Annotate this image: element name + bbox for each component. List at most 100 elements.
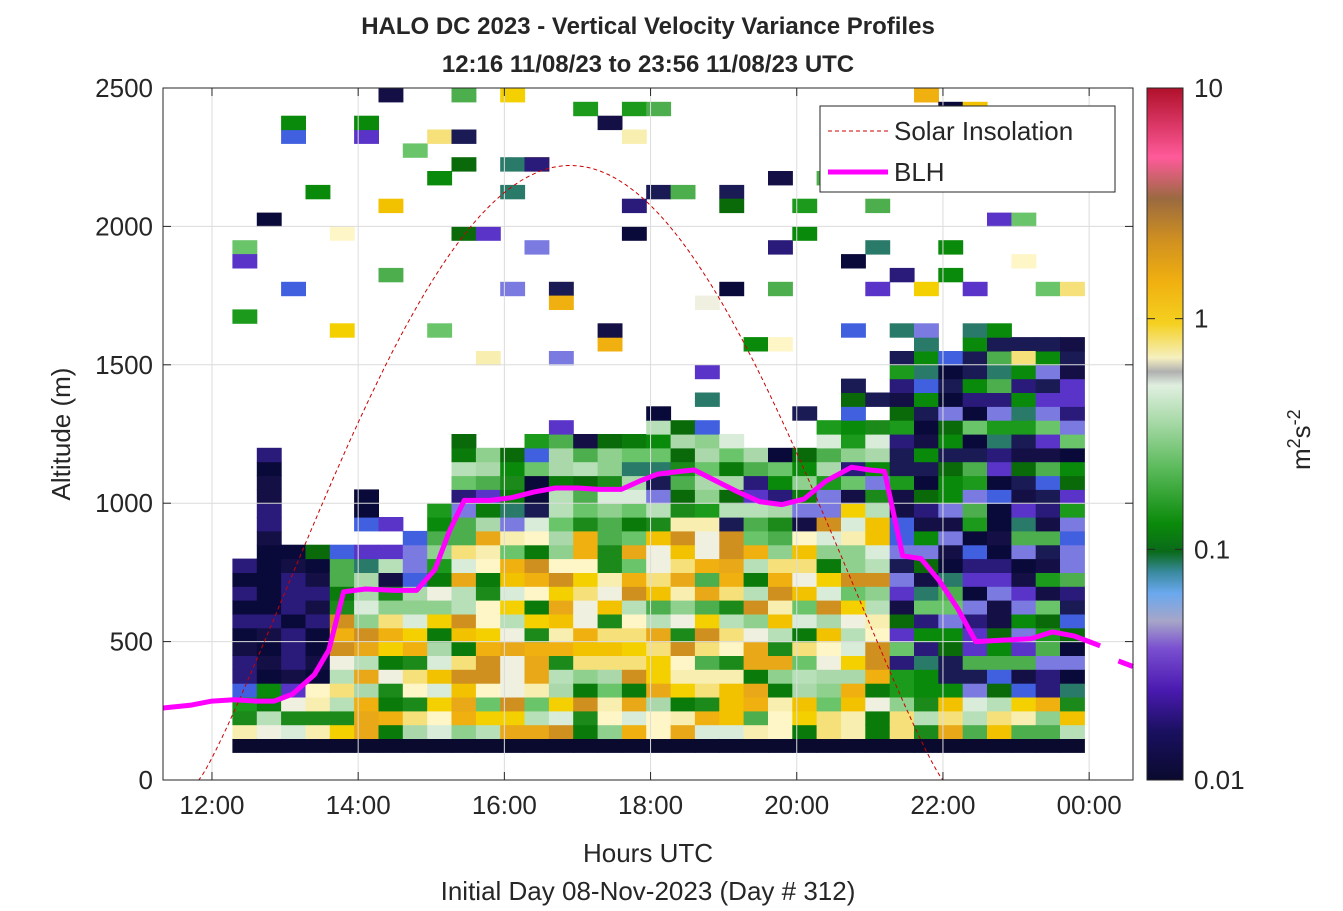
heatmap-cell: [305, 710, 331, 726]
heatmap-cell: [914, 475, 939, 490]
heatmap-cell: [1035, 351, 1061, 366]
heatmap-cell: [792, 641, 818, 656]
heatmap-cell: [573, 101, 599, 117]
heatmap-cell: [889, 710, 915, 726]
heatmap-cell: [475, 503, 501, 518]
heatmap-cell: [1011, 558, 1037, 573]
heatmap-cell: [1035, 447, 1061, 463]
heatmap-cell: [281, 697, 306, 712]
heatmap-cell: [500, 475, 526, 490]
heatmap-cell: [500, 572, 526, 587]
heatmap-cell: [646, 738, 672, 753]
heatmap-cell: [524, 613, 550, 629]
blh-line: [162, 464, 1101, 711]
heatmap-cell: [354, 710, 379, 726]
heatmap-cell: [500, 558, 526, 573]
heatmap-cell: [232, 627, 258, 643]
heatmap-cell: [597, 115, 623, 131]
heatmap-cell: [451, 129, 477, 144]
heatmap-cell: [500, 738, 526, 753]
heatmap-cell: [548, 517, 574, 532]
heatmap-cell: [841, 420, 866, 435]
heatmap-cell: [914, 613, 939, 629]
heatmap-cell: [962, 600, 988, 615]
heatmap-cell: [548, 586, 574, 601]
heatmap-cell: [792, 406, 818, 421]
heatmap-cell: [402, 655, 428, 670]
heatmap-cell: [938, 434, 964, 449]
heatmap-cell: [621, 226, 647, 241]
heatmap-cell: [1011, 613, 1037, 629]
heatmap-cell: [987, 558, 1012, 573]
heatmap-cell: [524, 475, 550, 490]
heatmap-cell: [305, 586, 331, 601]
heatmap-cell: [694, 489, 720, 504]
heatmap-cell: [914, 364, 939, 380]
heatmap-cell: [475, 226, 501, 241]
heatmap-cell: [1060, 724, 1085, 739]
heatmap-cell: [451, 641, 477, 656]
heatmap-cell: [646, 475, 672, 490]
heatmap-cell: [548, 489, 574, 504]
heatmap-cell: [938, 420, 964, 435]
heatmap-cell: [573, 558, 599, 573]
heatmap-cell: [694, 710, 720, 726]
heatmap-cell: [597, 738, 623, 753]
heatmap-cell: [938, 572, 964, 587]
heatmap-cell: [475, 475, 501, 490]
heatmap-cell: [451, 572, 477, 587]
heatmap-cell: [792, 461, 818, 477]
heatmap-cell: [402, 683, 428, 698]
heatmap-cell: [792, 226, 818, 241]
heatmap-cell: [987, 489, 1012, 504]
legend-blh-label: BLH: [894, 157, 945, 187]
heatmap-cell: [792, 530, 818, 546]
heatmap-layer: [232, 88, 1085, 753]
heatmap-cell: [987, 669, 1012, 684]
x-axis-secondary-label: Initial Day 08-Nov-2023 (Day # 312): [441, 876, 856, 906]
colorbar-tick-label: 0.01: [1194, 765, 1245, 795]
heatmap-cell: [865, 281, 891, 297]
heatmap-cell: [743, 655, 769, 670]
heatmap-cell: [451, 655, 477, 670]
heatmap-cell: [914, 337, 939, 352]
heatmap-cell: [621, 101, 647, 117]
y-tick-label: 0: [139, 765, 153, 795]
heatmap-cell: [451, 738, 477, 753]
heatmap-cell: [987, 710, 1012, 726]
heatmap-cell: [889, 420, 915, 435]
heatmap-cell: [597, 544, 623, 560]
heatmap-cell: [1035, 683, 1061, 698]
heatmap-cell: [500, 683, 526, 698]
heatmap-cell: [451, 157, 477, 172]
heatmap-cell: [475, 683, 501, 698]
heatmap-cell: [305, 738, 331, 753]
heatmap-cell: [987, 364, 1012, 380]
heatmap-cell: [962, 517, 988, 532]
heatmap-cell: [500, 157, 526, 172]
heatmap-cell: [865, 447, 891, 463]
heatmap-cell: [329, 572, 355, 587]
heatmap-cell: [232, 669, 258, 684]
heatmap-cell: [475, 572, 501, 587]
heatmap-cell: [256, 503, 282, 518]
heatmap-cell: [1011, 489, 1037, 504]
heatmap-cell: [621, 613, 647, 629]
heatmap-cell: [500, 586, 526, 601]
heatmap-cell: [768, 503, 793, 518]
heatmap-cell: [719, 669, 745, 684]
heatmap-cell: [1011, 586, 1037, 601]
heatmap-cell: [694, 530, 720, 546]
heatmap-cell: [1011, 503, 1037, 518]
heatmap-cell: [500, 655, 526, 670]
heatmap-cell: [281, 724, 306, 739]
heatmap-cell: [670, 724, 696, 739]
heatmap-cell: [427, 669, 453, 684]
heatmap-cell: [500, 461, 526, 477]
heatmap-cell: [548, 420, 574, 435]
heatmap-cell: [938, 683, 964, 698]
heatmap-cell: [841, 600, 866, 615]
heatmap-cell: [524, 586, 550, 601]
heatmap-cell: [451, 517, 477, 532]
heatmap-cell: [573, 697, 599, 712]
